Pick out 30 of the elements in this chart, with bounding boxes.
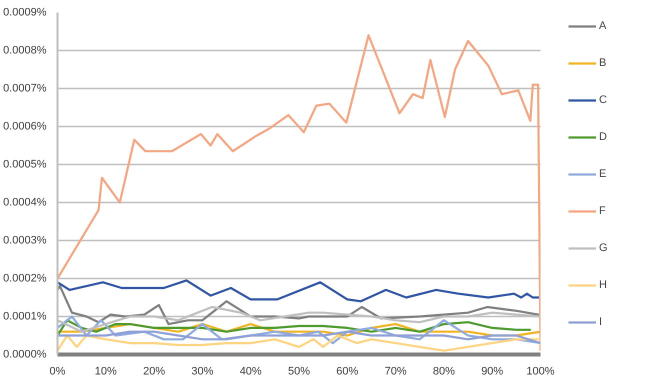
legend-label: C — [599, 94, 608, 106]
x-tick-label: 10% — [94, 366, 118, 378]
legend-label: G — [599, 242, 609, 254]
y-tick-label: 0.0004% — [3, 196, 47, 208]
legend-label: E — [599, 168, 608, 180]
x-tick-label: 20% — [143, 366, 166, 378]
y-tick-label: 0.0002% — [3, 272, 47, 284]
y-tick-label: 0.0001% — [3, 310, 47, 322]
x-tick-label: 90% — [481, 366, 504, 378]
y-tick-label: 0.0008% — [3, 44, 47, 56]
legend-label: H — [599, 279, 608, 291]
x-tick-label: 80% — [432, 366, 456, 378]
y-tick-label: 0.0003% — [3, 234, 47, 246]
x-tick-label: 30% — [191, 366, 214, 378]
y-tick-label: 0.0009% — [3, 6, 47, 18]
x-tick-label: 50% — [288, 366, 310, 378]
y-tick-label: 0.0000% — [3, 348, 47, 360]
x-tick-label: 60% — [336, 366, 359, 378]
legend-label: A — [599, 20, 608, 32]
x-tick-label: 0% — [50, 366, 66, 378]
legend-label: I — [599, 316, 604, 328]
y-tick-label: 0.0006% — [3, 120, 47, 132]
legend-label: D — [599, 131, 608, 143]
x-tick-label: 40% — [240, 366, 262, 378]
legend-label: B — [599, 57, 608, 69]
legend-label: F — [599, 205, 607, 217]
y-tick-label: 0.0005% — [3, 158, 47, 170]
x-tick-label: 70% — [384, 366, 407, 378]
x-tick-label: 100% — [526, 366, 555, 378]
y-tick-label: 0.0007% — [3, 82, 47, 94]
